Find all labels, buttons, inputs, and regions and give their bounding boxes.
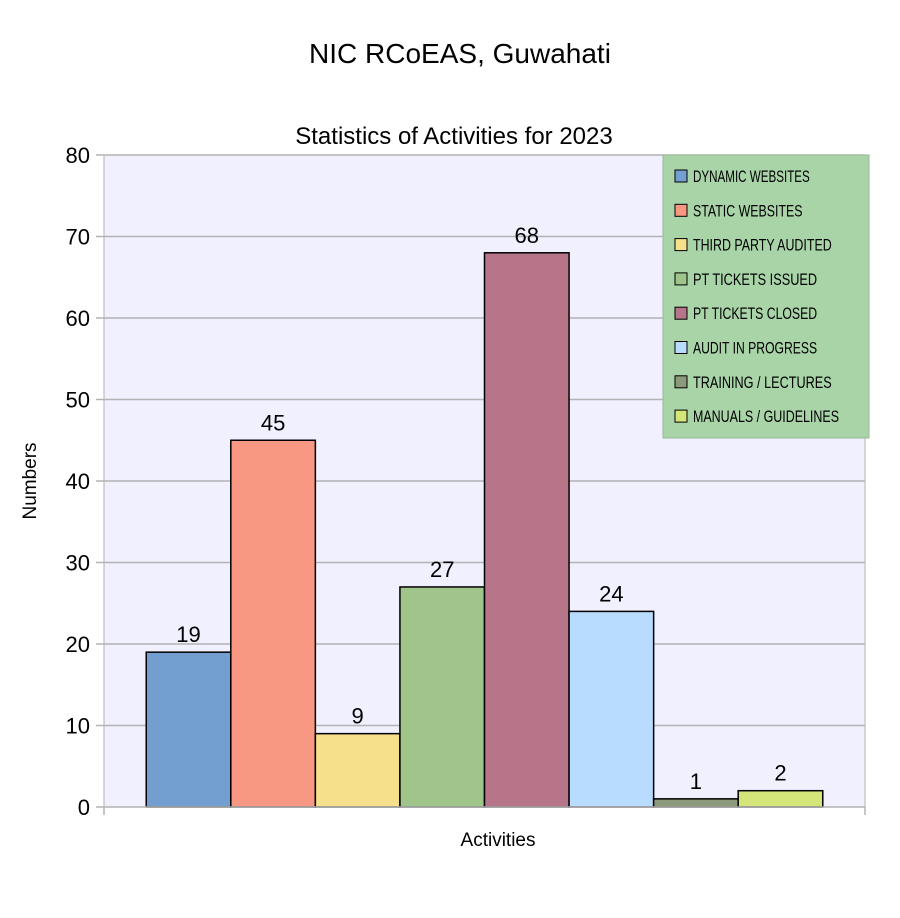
legend-swatch <box>674 169 688 183</box>
bar <box>314 732 401 808</box>
data-label: 9 <box>352 704 364 729</box>
legend-swatch <box>674 238 688 252</box>
bar <box>483 252 570 808</box>
legend-swatch <box>674 375 688 389</box>
legend-items: DYNAMIC WEBSITES STATIC WEBSITES THIRD PAR… <box>674 167 839 426</box>
legend-entry: DYNAMIC WEBSITES <box>693 167 810 186</box>
bar <box>652 798 739 808</box>
bar <box>737 789 824 808</box>
y-tick-label: 80 <box>66 143 90 168</box>
legend-entry: AUDIT IN PROGRESS <box>693 339 817 358</box>
y-tick-label: 60 <box>66 306 90 331</box>
y-tick-label: 70 <box>66 225 90 250</box>
legend-entry: MANUALS / GUIDELINES <box>693 407 839 426</box>
legend-entry: PT TICKETS CLOSED <box>693 304 817 323</box>
legend-swatch <box>674 203 688 217</box>
data-label: 45 <box>261 410 285 435</box>
legend-box <box>662 154 870 439</box>
legend-entry: STATIC WEBSITES <box>693 201 803 220</box>
bar <box>230 439 317 808</box>
y-axis-label: Numbers <box>20 442 41 519</box>
data-label: 2 <box>774 761 786 786</box>
data-label: 24 <box>599 581 623 606</box>
legend-swatch <box>674 306 688 320</box>
data-label: 27 <box>430 557 454 582</box>
x-axis-label: Activities <box>461 830 536 851</box>
legend-swatch <box>674 341 688 354</box>
legend-entry: PT TICKETS ISSUED <box>693 270 817 289</box>
data-label: 19 <box>176 622 200 647</box>
data-label: 68 <box>515 223 539 248</box>
legend-entry: THIRD PARTY AUDITED <box>693 236 832 255</box>
y-tick-label: 30 <box>66 551 90 576</box>
bars <box>145 252 824 808</box>
bar <box>145 651 232 808</box>
y-axis-ticks: 0 10 20 30 40 50 60 70 80 <box>66 143 104 820</box>
bar <box>568 610 655 808</box>
y-tick-label: 50 <box>66 388 90 413</box>
y-tick-label: 20 <box>66 632 90 657</box>
data-labels: 19 45 9 27 68 24 1 2 <box>176 223 786 794</box>
y-tick-label: 0 <box>78 795 90 820</box>
legend-swatch <box>674 272 688 286</box>
data-label: 1 <box>690 769 702 794</box>
legend: DYNAMIC WEBSITES STATIC WEBSITES THIRD PAR… <box>662 154 870 439</box>
legend-entry: TRAINING / LECTURES <box>693 373 832 392</box>
legend-swatch <box>674 409 688 423</box>
chart-title: Statistics of Activities for 2023 <box>295 123 612 150</box>
page-title: NIC RCoEAS, Guwahati <box>309 38 611 69</box>
y-tick-label: 40 <box>66 469 90 494</box>
y-tick-label: 10 <box>66 714 90 739</box>
bar <box>399 586 486 808</box>
